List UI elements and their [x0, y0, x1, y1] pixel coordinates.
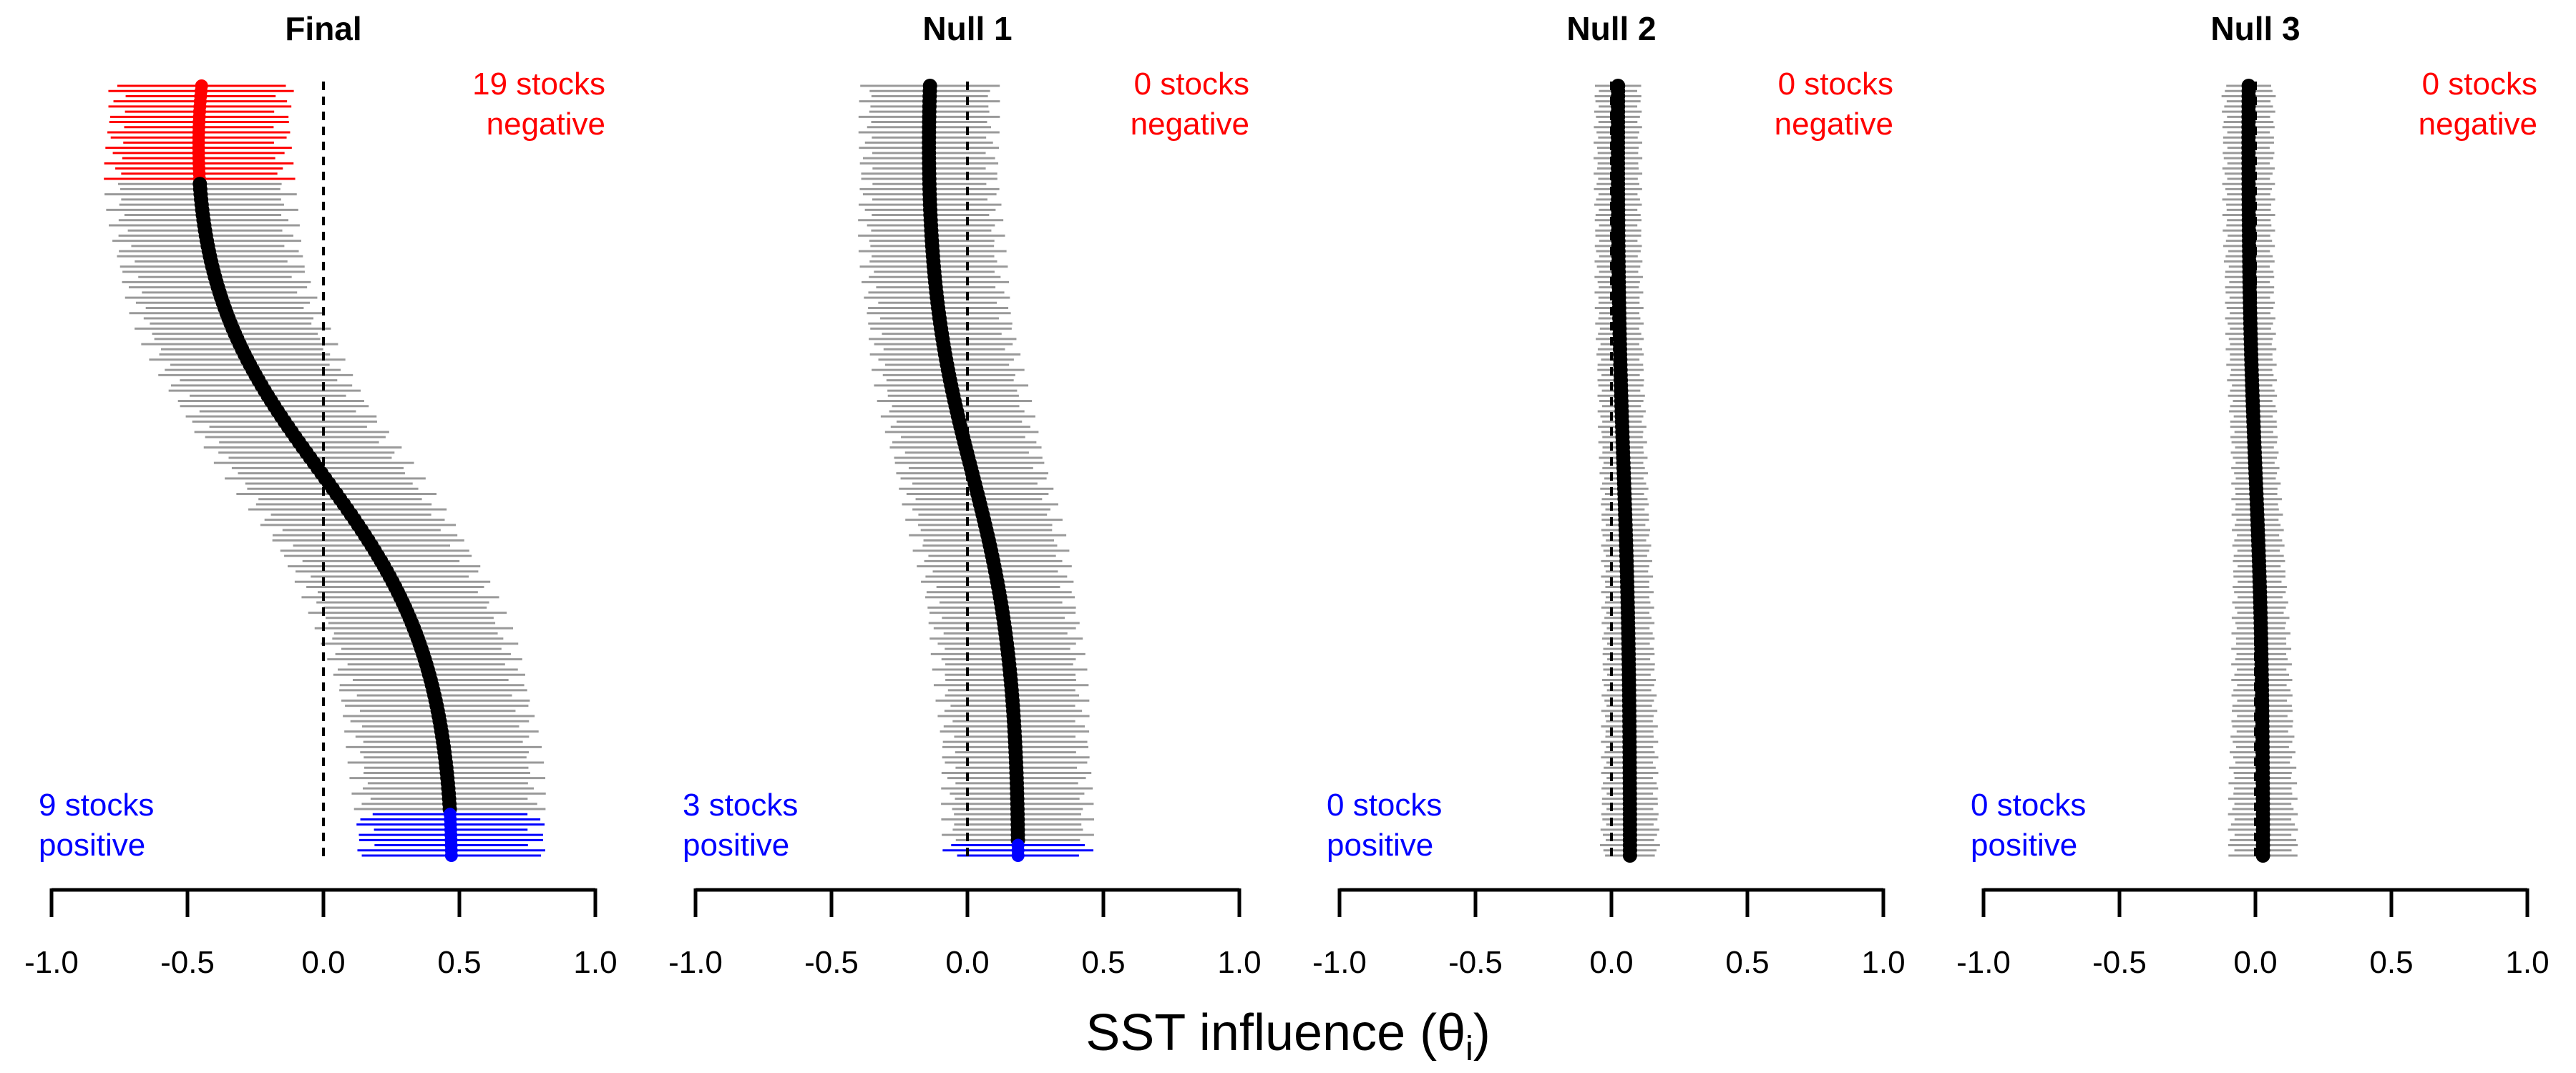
median-point [444, 849, 458, 862]
positive-text-label: positive [683, 828, 789, 863]
x-tick-label: -1.0 [24, 945, 79, 980]
panel-2: Null 2 0 stocks negative 0 stocks positive -1… [1312, 10, 1906, 980]
x-tick-label: -1.0 [1956, 945, 2011, 980]
negative-count-label: 0 stocks [1134, 67, 1249, 102]
median-point [1011, 849, 1025, 862]
negative-count-label: 19 stocks [472, 67, 605, 102]
x-tick-label: -0.5 [1448, 945, 1503, 980]
x-axis-label: SST influence (θi) [1085, 1004, 1491, 1068]
panel-title: Final [285, 10, 361, 47]
positive-count-label: 0 stocks [1327, 788, 1442, 823]
x-tick-label: 1.0 [573, 945, 617, 980]
panel-0: Final 19 stocks negative 9 stocks positive -1… [24, 10, 618, 980]
median-group [922, 79, 1025, 862]
negative-text-label: negative [1775, 107, 1893, 142]
median-group [1611, 79, 1637, 863]
x-tick-label: 0.0 [945, 945, 989, 980]
panel-title: Null 1 [922, 10, 1012, 47]
x-tick-label: 0.0 [1589, 945, 1633, 980]
median-group [192, 79, 458, 862]
negative-text-label: negative [487, 107, 605, 142]
x-tick-label: -0.5 [160, 945, 215, 980]
x-axis-label-close: ) [1473, 1004, 1491, 1062]
x-axis-label-main: SST influence (θ [1085, 1004, 1465, 1062]
negative-count-label: 0 stocks [2422, 67, 2537, 102]
x-axis-label-subscript: i [1465, 1030, 1473, 1068]
positive-text-label: positive [1327, 828, 1433, 863]
x-tick-label: 0.0 [2233, 945, 2277, 980]
x-tick-label: -0.5 [2092, 945, 2147, 980]
positive-text-label: positive [39, 828, 145, 863]
median-group [2241, 79, 2270, 863]
x-tick-label: 1.0 [2505, 945, 2549, 980]
x-tick-label: 0.5 [2369, 945, 2413, 980]
negative-count-label: 0 stocks [1778, 67, 1893, 102]
panel-1: Null 1 0 stocks negative 3 stocks positive -1… [668, 10, 1262, 980]
x-tick-label: 0.5 [1725, 945, 1769, 980]
x-tick-label: 0.5 [1081, 945, 1125, 980]
positive-text-label: positive [1971, 828, 2077, 863]
negative-text-label: negative [2419, 107, 2537, 142]
x-tick-label: 0.5 [437, 945, 481, 980]
median-point [2255, 848, 2270, 863]
negative-text-label: negative [1131, 107, 1249, 142]
positive-count-label: 9 stocks [39, 788, 154, 823]
x-tick-label: 1.0 [1217, 945, 1261, 980]
positive-count-label: 3 stocks [683, 788, 798, 823]
x-tick-label: -1.0 [1312, 945, 1367, 980]
x-tick-label: -1.0 [668, 945, 723, 980]
x-tick-label: -0.5 [804, 945, 859, 980]
positive-count-label: 0 stocks [1971, 788, 2086, 823]
panel-title: Null 3 [2210, 10, 2300, 47]
x-tick-label: 0.0 [301, 945, 345, 980]
x-tick-label: 1.0 [1861, 945, 1905, 980]
median-point [1622, 848, 1637, 863]
panel-title: Null 2 [1566, 10, 1656, 47]
panel-3: Null 3 0 stocks negative 0 stocks positive -1… [1956, 10, 2550, 980]
